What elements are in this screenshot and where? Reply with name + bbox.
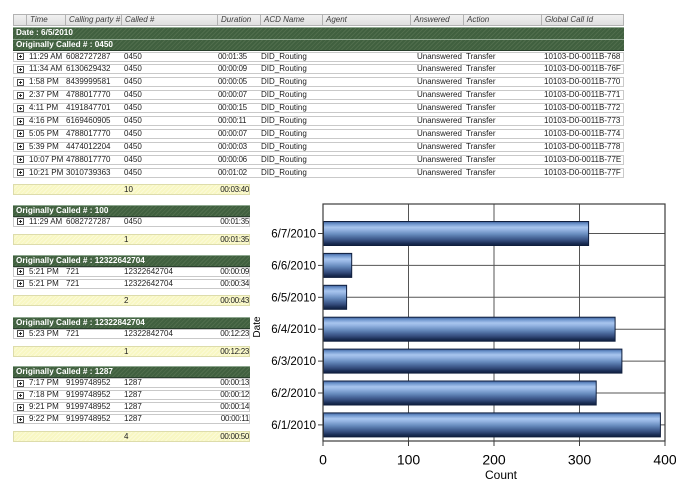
svg-text:6/4/2010: 6/4/2010 bbox=[271, 324, 316, 336]
svg-text:6/5/2010: 6/5/2010 bbox=[271, 292, 316, 304]
svg-text:6/2/2010: 6/2/2010 bbox=[271, 388, 316, 400]
svg-text:Count: Count bbox=[485, 468, 518, 482]
svg-text:100: 100 bbox=[397, 452, 421, 468]
svg-text:400: 400 bbox=[653, 452, 676, 468]
svg-text:6/1/2010: 6/1/2010 bbox=[271, 420, 316, 432]
svg-text:200: 200 bbox=[482, 452, 506, 468]
svg-text:0: 0 bbox=[319, 452, 327, 468]
svg-text:6/3/2010: 6/3/2010 bbox=[271, 356, 316, 368]
svg-text:6/7/2010: 6/7/2010 bbox=[271, 229, 316, 241]
svg-text:300: 300 bbox=[568, 452, 592, 468]
svg-text:6/6/2010: 6/6/2010 bbox=[271, 260, 316, 272]
svg-text:Date: Date bbox=[252, 316, 263, 338]
